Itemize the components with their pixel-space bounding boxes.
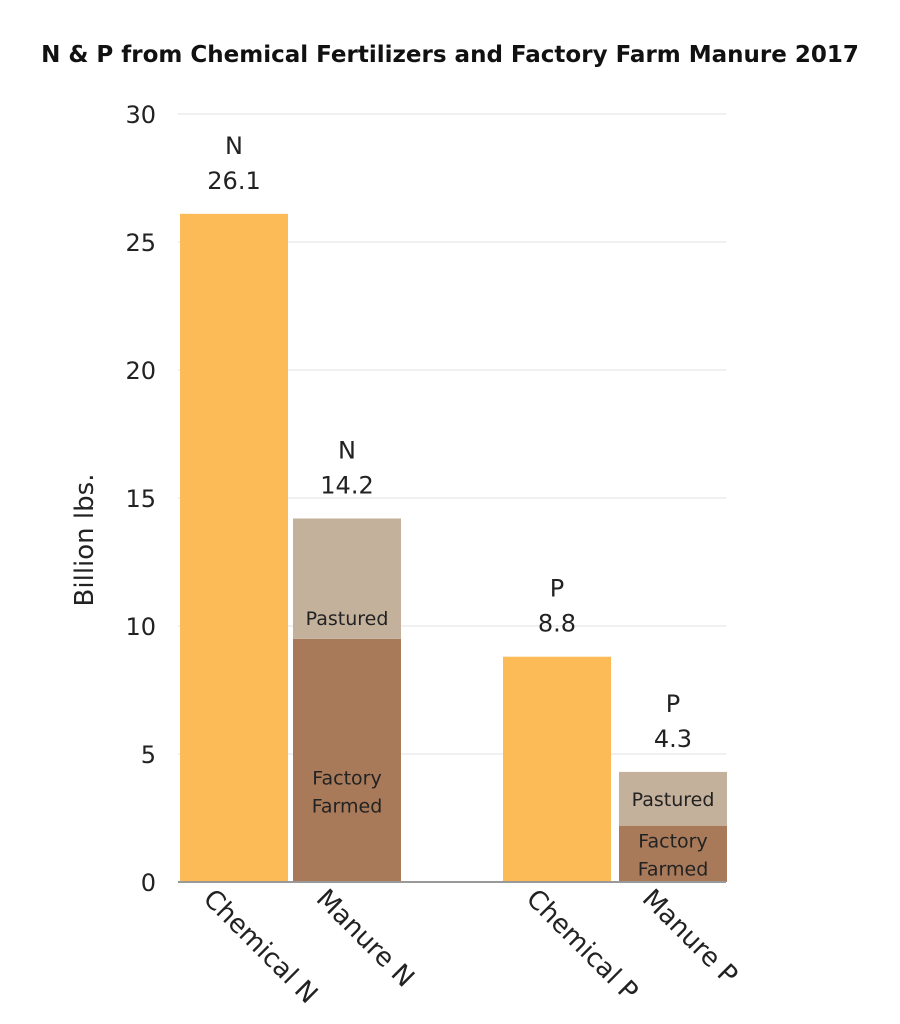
bar-element-label: P xyxy=(666,690,680,718)
bar-pastured xyxy=(619,771,727,826)
bar-factory-farmed xyxy=(619,825,727,882)
bar-value-label: 4.3 xyxy=(654,725,692,753)
y-tick-label: 0 xyxy=(141,869,156,897)
bar-element-label: N xyxy=(338,436,356,464)
bar-factory-farmed xyxy=(293,638,401,882)
y-tick-label: 30 xyxy=(125,101,156,129)
segment-label-pastured: Pastured xyxy=(306,608,389,630)
x-tick-label: Chemical N xyxy=(197,884,323,1010)
bar-element-label: P xyxy=(550,575,564,603)
y-axis-ticks: 0 5 10 15 20 25 30 xyxy=(125,101,156,897)
x-tick-label: Manure P xyxy=(636,884,743,991)
x-tick-label: Manure N xyxy=(310,884,420,994)
bar-element-label: N xyxy=(225,132,243,160)
segment-label-factory-farmed: Farmed xyxy=(638,858,709,880)
segment-label-factory-farmed: Factory xyxy=(638,830,707,852)
y-axis-label: Billion lbs. xyxy=(70,474,100,607)
segment-label-factory-farmed: Factory xyxy=(312,768,381,790)
bar-value-label: 26.1 xyxy=(207,167,260,195)
y-tick-label: 20 xyxy=(125,357,156,385)
bar-value-label: 14.2 xyxy=(320,471,373,499)
segment-label-factory-farmed: Farmed xyxy=(312,796,383,818)
x-tick-label: Chemical P xyxy=(520,884,643,1007)
bar-chemical xyxy=(503,656,611,882)
bar-pastured xyxy=(293,518,401,639)
bars xyxy=(180,213,727,883)
chart-title: N & P from Chemical Fertilizers and Fact… xyxy=(41,42,859,68)
y-tick-label: 25 xyxy=(125,229,156,257)
bar-chemical xyxy=(180,213,288,883)
bar-labels: N 26.1 Factory Farmed Pastured N 14.2 P 8.8 Facto… xyxy=(207,132,714,881)
segment-label-pastured: Pastured xyxy=(632,789,715,811)
y-tick-label: 5 xyxy=(141,741,156,769)
y-tick-label: 15 xyxy=(125,485,156,513)
bar-value-label: 8.8 xyxy=(538,610,576,638)
y-tick-label: 10 xyxy=(125,613,156,641)
